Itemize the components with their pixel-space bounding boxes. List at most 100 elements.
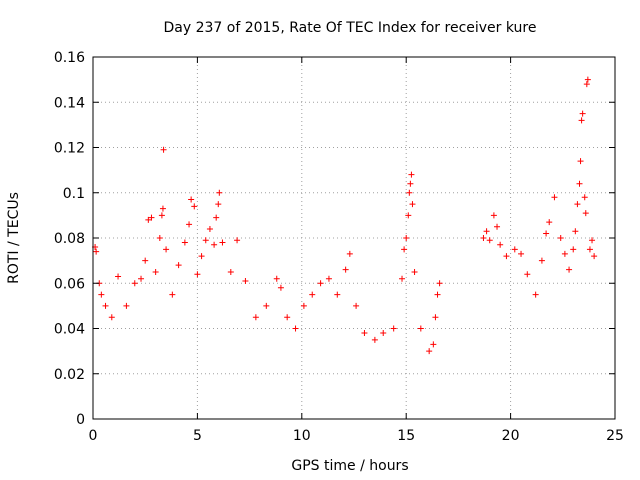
y-tick-label: 0.14 (54, 95, 85, 111)
data-point (524, 271, 531, 278)
data-point (309, 291, 316, 298)
y-tick-label: 0 (76, 412, 85, 428)
data-point (227, 268, 234, 275)
grid-lines (93, 57, 615, 419)
x-tick-label: 15 (397, 428, 415, 444)
data-point (300, 302, 307, 309)
data-point (380, 330, 387, 337)
x-tick-label: 0 (89, 428, 98, 444)
data-point (480, 235, 487, 241)
data-point (181, 239, 188, 246)
data-point (572, 228, 579, 235)
data-point (546, 219, 553, 226)
x-tick-label: 10 (293, 428, 311, 444)
data-point (346, 250, 353, 257)
data-point (583, 81, 590, 88)
data-point (406, 189, 413, 196)
data-point (102, 302, 109, 309)
data-point (518, 250, 525, 257)
data-point (163, 246, 170, 253)
y-tick-label: 0.12 (54, 141, 85, 157)
data-point (371, 336, 378, 343)
data-point (213, 214, 220, 221)
data-point (211, 241, 218, 248)
data-point (160, 146, 167, 153)
x-tick-label: 20 (502, 428, 520, 444)
data-point (138, 275, 145, 282)
data-point (277, 284, 284, 291)
data-point (503, 253, 510, 260)
data-point (426, 348, 433, 355)
data-point (115, 273, 122, 280)
x-tick-label: 25 (606, 428, 624, 444)
data-point (578, 117, 585, 124)
data-point (434, 291, 441, 298)
data-point (252, 314, 259, 321)
data-point (206, 225, 213, 232)
data-point (194, 271, 201, 278)
data-point (108, 314, 115, 321)
data-point (576, 180, 583, 187)
data-point (579, 110, 586, 117)
data-point (436, 280, 443, 287)
data-point (417, 325, 424, 332)
data-point (353, 302, 360, 309)
data-point (411, 268, 418, 275)
data-point (186, 221, 193, 228)
data-point (175, 262, 182, 269)
data-point (561, 250, 568, 257)
y-tick-label: 0.16 (54, 50, 85, 66)
data-point (159, 205, 166, 212)
data-point (242, 277, 249, 284)
data-point (215, 201, 222, 208)
data-point (325, 275, 332, 282)
data-point (145, 216, 152, 223)
data-point (202, 237, 209, 244)
data-point (494, 223, 501, 230)
data-point (152, 268, 159, 275)
data-point (156, 235, 163, 241)
data-point (532, 291, 539, 298)
data-point (581, 194, 588, 201)
data-point (407, 180, 414, 187)
data-point (486, 237, 493, 244)
data-point (591, 253, 598, 260)
data-point (483, 228, 490, 235)
data-point (342, 266, 349, 273)
data-point (538, 257, 545, 264)
data-point (188, 196, 195, 203)
data-point (409, 201, 416, 208)
data-point (408, 171, 415, 178)
data-point (399, 275, 406, 282)
data-point (551, 194, 558, 201)
data-point (582, 210, 589, 217)
y-tick-label: 0.1 (63, 186, 85, 202)
data-point (93, 248, 100, 255)
data-point (570, 246, 577, 253)
data-point (405, 212, 412, 219)
data-point (511, 246, 518, 253)
data-point (98, 291, 105, 298)
data-point (432, 314, 439, 321)
data-point (263, 302, 270, 309)
data-point (123, 302, 130, 309)
data-point (334, 291, 341, 298)
data-point (198, 253, 205, 260)
data-point (169, 291, 176, 298)
data-point (131, 280, 138, 287)
data-point (589, 237, 596, 244)
data-point (497, 241, 504, 248)
data-point (586, 246, 593, 253)
data-point (216, 189, 223, 196)
data-point (390, 325, 397, 332)
data-point (543, 230, 550, 237)
data-point (191, 203, 198, 210)
data-point (430, 341, 437, 348)
data-point (577, 158, 584, 165)
y-tick-label: 0.04 (54, 322, 85, 338)
data-point (142, 257, 149, 264)
data-point (557, 235, 564, 241)
data-point (490, 212, 497, 219)
